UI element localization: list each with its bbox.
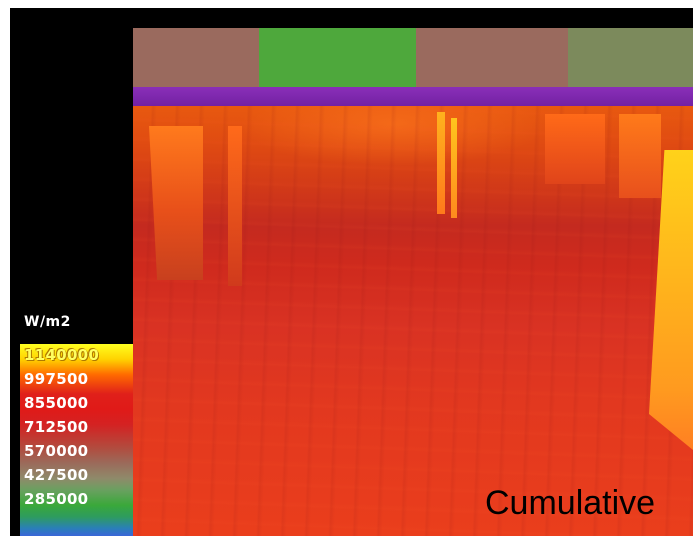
color-legend: W/m2 1140000 997500 855000 712500 570000… bbox=[10, 314, 133, 536]
visualization-viewport bbox=[10, 8, 693, 536]
wall-segment-2 bbox=[259, 28, 416, 88]
wall-segment-4 bbox=[568, 28, 693, 88]
legend-unit: W/m2 bbox=[24, 314, 71, 330]
legend-label: 712500 bbox=[24, 418, 89, 436]
ceiling-band bbox=[133, 87, 693, 109]
legend-label: 285000 bbox=[24, 490, 89, 508]
pillar-left-2 bbox=[228, 126, 242, 286]
legend-label: 855000 bbox=[24, 394, 89, 412]
wall-segment-1 bbox=[133, 28, 259, 88]
pillar-right bbox=[545, 114, 605, 184]
pillar-right-2 bbox=[619, 114, 661, 198]
floor-texture bbox=[133, 106, 693, 536]
caption-label: Cumulative bbox=[485, 484, 656, 522]
legend-label: 427500 bbox=[24, 466, 89, 484]
pillar-center-2 bbox=[451, 118, 457, 218]
legend-label: 1140000 bbox=[24, 346, 100, 364]
heat-floor bbox=[133, 106, 693, 536]
legend-label: 570000 bbox=[24, 442, 89, 460]
3d-heat-scene bbox=[133, 28, 693, 536]
legend-label: 997500 bbox=[24, 370, 89, 388]
legend-colorbar bbox=[20, 344, 133, 536]
pillar-left bbox=[149, 126, 203, 280]
pillar-center bbox=[437, 112, 445, 214]
wall-segment-3 bbox=[416, 28, 568, 88]
